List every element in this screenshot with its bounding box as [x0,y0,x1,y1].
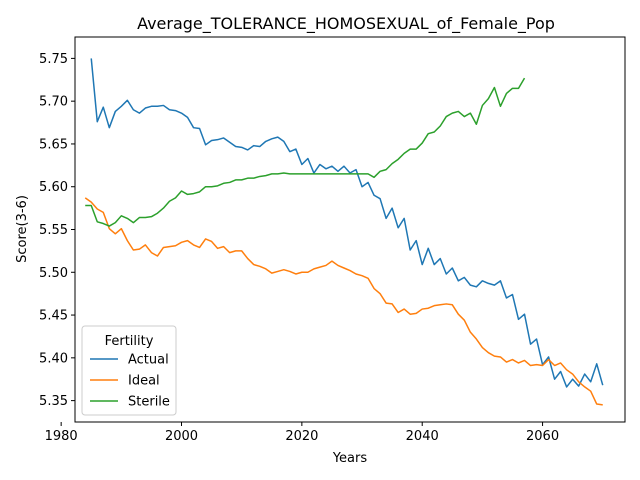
legend-box [81,325,177,416]
y-tick-label: 5.35 [39,394,68,409]
plot-area [84,58,604,406]
series-line-actual [90,58,604,388]
y-tick-label: 5.55 [39,223,68,238]
legend: Fertility Actual Ideal Sterile [81,325,177,416]
x-tick-label: 2040 [406,429,439,444]
x-tick-label: 2020 [285,429,318,444]
y-tick-label: 5.75 [39,52,68,67]
y-tick-label: 5.70 [39,95,68,110]
y-tick-label: 5.60 [39,180,68,195]
legend-title: Fertility [105,334,154,349]
x-tick-label: 1980 [45,429,78,444]
legend-label-ideal: Ideal [128,374,160,389]
y-tick-label: 5.65 [39,137,68,152]
x-tick-label: 2060 [526,429,559,444]
x-axis-label: Years [332,451,368,466]
y-tick-label: 5.45 [39,309,68,324]
x-tick-label: 2000 [165,429,198,444]
series-line-ideal [84,197,603,406]
y-tick-label: 5.40 [39,351,68,366]
x-axis: 1980 2000 2020 2040 2060 [45,422,559,444]
legend-label-sterile: Sterile [128,395,170,410]
y-axis: 5.35 5.40 5.45 5.50 5.55 5.60 5.65 5.70 5.75 [39,52,75,409]
chart-title: Average_TOLERANCE_HOMOSEXUAL_of_Female_P… [137,14,555,34]
y-axis-label: Score(3-6) [15,195,30,263]
series-line-sterile [85,77,526,227]
legend-label-actual: Actual [128,353,169,368]
y-tick-label: 5.50 [39,266,68,281]
